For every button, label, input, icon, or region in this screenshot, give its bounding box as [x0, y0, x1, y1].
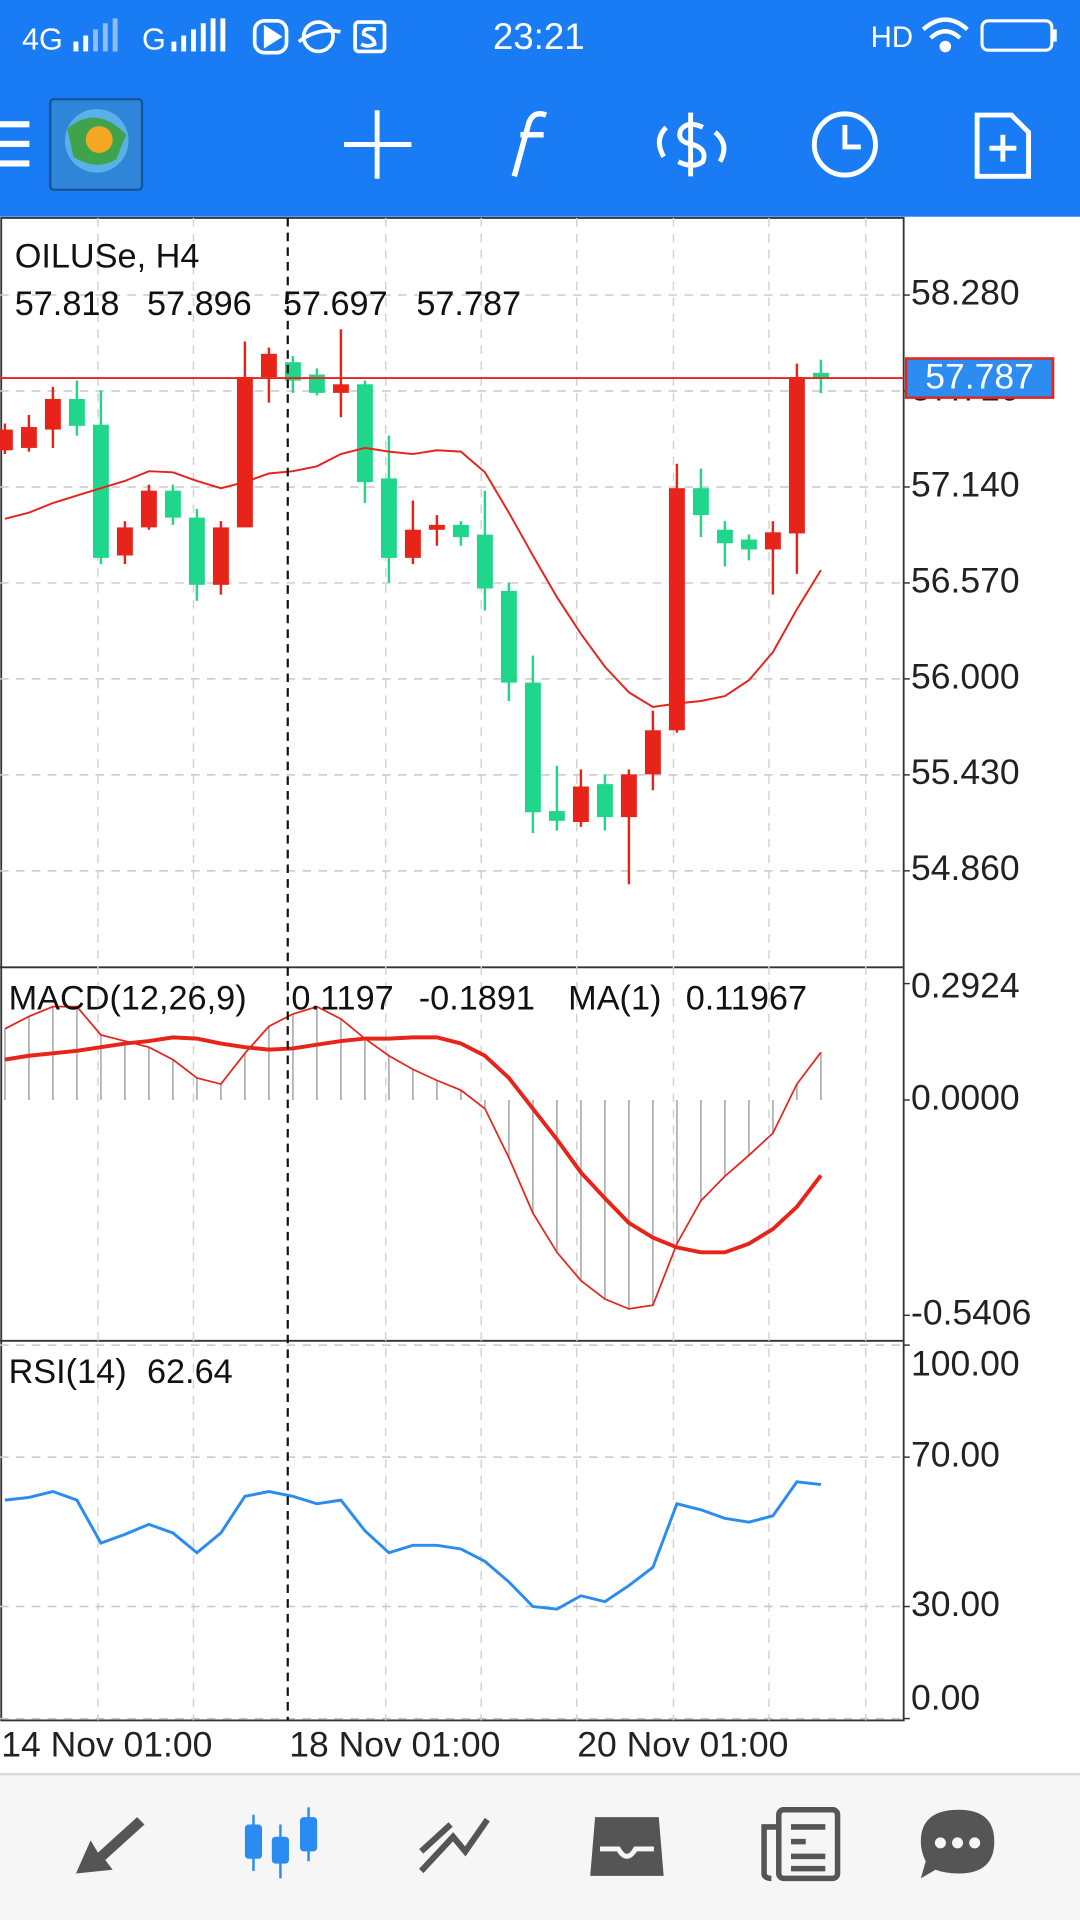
candle-body: [308, 374, 325, 393]
quotes-tab[interactable]: [75, 1817, 145, 1874]
candle-body: [92, 424, 109, 558]
y-tick-label: 56.570: [911, 560, 1020, 600]
candle-body: [356, 384, 373, 483]
trade-tab[interactable]: [418, 1817, 490, 1874]
y-tick-label: 0.2924: [911, 966, 1020, 1006]
history-tab[interactable]: [590, 1817, 664, 1876]
candle-body: [212, 527, 229, 585]
y-tick-label: 100.00: [911, 1343, 1020, 1383]
candle-body: [452, 524, 469, 538]
trade-button[interactable]: [656, 112, 727, 177]
new-order-button[interactable]: [974, 112, 1032, 179]
candle-body: [380, 478, 397, 558]
candle-body: [500, 590, 517, 683]
y-tick-label: -0.5406: [911, 1293, 1031, 1333]
candle-body: [332, 384, 349, 393]
candle-body: [668, 488, 685, 731]
ohlc-value: 57.896: [147, 285, 252, 323]
candle-body: [428, 524, 445, 530]
indicator-header: 62.64: [147, 1353, 233, 1391]
x-tick-label: 20 Nov 01:00: [577, 1725, 788, 1765]
candle-body: [620, 774, 637, 818]
y-tick-label: 0.0000: [911, 1077, 1020, 1117]
menu-button[interactable]: [0, 121, 30, 167]
network-label: G: [142, 23, 166, 57]
signal-icon: [171, 18, 226, 52]
candle-body: [476, 534, 493, 589]
candle-body: [140, 490, 157, 528]
rsi-line: [4, 1480, 822, 1611]
y-tick-label: 56.000: [911, 656, 1020, 696]
indicator-header: 0.1197: [291, 979, 393, 1017]
wifi-icon: [921, 17, 969, 53]
ohlc-value: 57.697: [283, 285, 388, 323]
candle-body: [692, 488, 709, 516]
candle-body: [788, 377, 805, 534]
candle-body: [716, 529, 733, 544]
candle-body: [596, 784, 613, 818]
indicator-header: -0.1891: [419, 979, 535, 1017]
y-tick-label: 55.430: [911, 752, 1020, 792]
price-label-box: [904, 357, 1055, 399]
candle-body: [812, 372, 829, 379]
bottom-nav: [0, 1774, 1080, 1920]
candle-body: [404, 529, 421, 558]
signal-line: [4, 1035, 823, 1255]
candle-body: [524, 682, 541, 813]
candle-body: [548, 811, 565, 821]
candle-body: [20, 427, 37, 448]
y-tick-label: 57.140: [911, 464, 1020, 504]
app-icon[interactable]: [48, 97, 144, 192]
candle-body: [44, 398, 61, 430]
ohlc-value: 57.787: [416, 285, 521, 323]
candle-body: [0, 429, 13, 451]
y-tick-label: 30.00: [911, 1584, 1000, 1624]
candle-body: [116, 527, 133, 556]
plot-area: [0, 294, 904, 1720]
ohlc-value: 57.818: [15, 285, 120, 323]
candle-body: [764, 532, 781, 550]
time-grid: [97, 217, 867, 1721]
notification-icons: [252, 18, 387, 55]
app-bar: [0, 0, 1080, 217]
battery-tip: [1051, 29, 1057, 42]
clock: 23:21: [493, 16, 585, 57]
y-tick-label: 70.00: [911, 1435, 1000, 1475]
news-tab[interactable]: [761, 1807, 841, 1882]
network-label: 4G: [22, 23, 63, 57]
candle-body: [236, 377, 253, 528]
candle-body: [572, 786, 589, 823]
candle-body: [284, 362, 301, 381]
quality-label: HD: [871, 21, 913, 54]
candle-body: [260, 353, 277, 378]
chart-tab[interactable]: [244, 1807, 318, 1879]
candle-body: [740, 539, 757, 550]
moving-average: [4, 446, 822, 709]
indicator-header: MACD(12,26,9): [9, 979, 247, 1017]
y-tick-label: 0.00: [911, 1678, 980, 1718]
indicator-header: 0.11967: [686, 979, 807, 1017]
price-label: 57.787: [925, 357, 1034, 397]
x-tick-label: 18 Nov 01:00: [289, 1725, 500, 1765]
chat-tab[interactable]: [920, 1809, 995, 1879]
chart-title: OILUSe, H4: [15, 237, 200, 275]
indicator-header: RSI(14): [9, 1353, 127, 1391]
history-button[interactable]: [811, 111, 878, 178]
histogram-ma-line: [4, 1005, 822, 1310]
indicator-header: MA(1): [568, 979, 661, 1017]
candle-body: [164, 490, 181, 518]
y-tick-label: 54.860: [911, 848, 1020, 888]
x-tick-label: 14 Nov 01:00: [1, 1725, 212, 1765]
indicators-button[interactable]: [511, 110, 548, 178]
chart-frame: [0, 217, 905, 1722]
candle-body: [188, 517, 205, 585]
y-tick-label: 58.280: [911, 272, 1020, 312]
signal-icon: [73, 18, 118, 52]
candle-body: [644, 730, 661, 775]
candle-body: [68, 398, 85, 426]
crosshair-button[interactable]: [344, 110, 412, 179]
